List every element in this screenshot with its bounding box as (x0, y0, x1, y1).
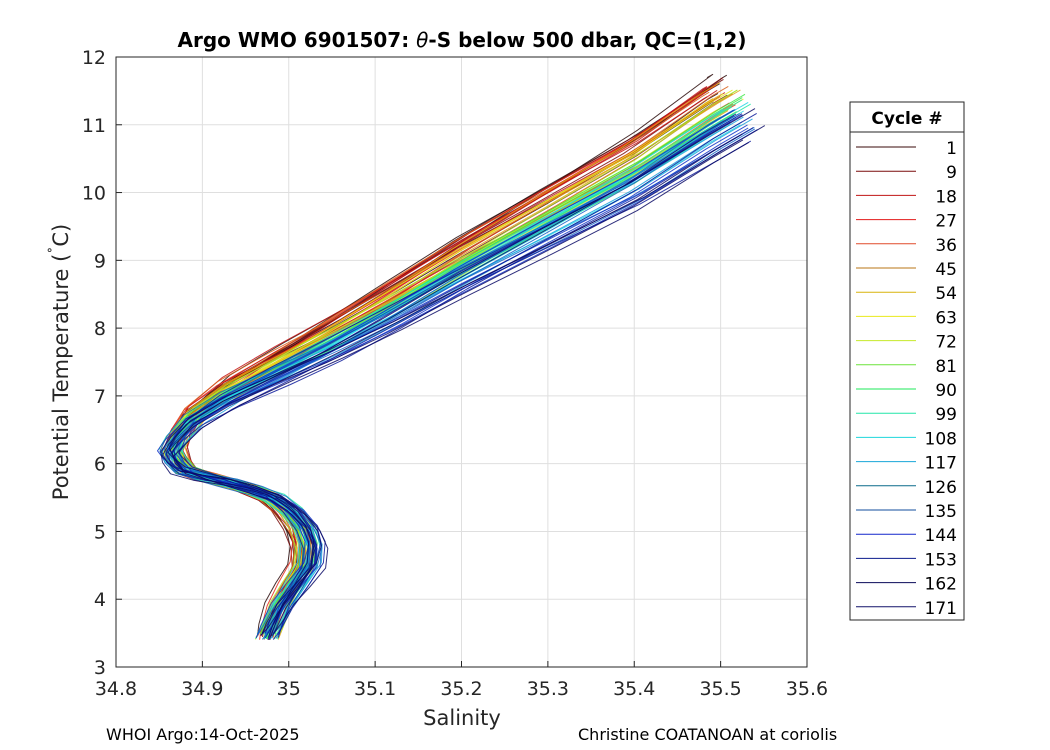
x-tick-label: 35.2 (440, 678, 482, 700)
legend-box (849, 101, 965, 621)
footer-credit-left: WHOI Argo:14-Oct-2025 (106, 725, 300, 744)
y-tick-label: 10 (82, 183, 106, 205)
y-tick-label: 4 (94, 589, 106, 611)
y-tick-label: 6 (94, 454, 106, 476)
theta-symbol: θ (416, 28, 428, 52)
legend-label: 171 (925, 599, 957, 619)
x-tick-label: 34.8 (95, 678, 137, 700)
legend-label: 117 (925, 454, 957, 474)
profile-line (165, 113, 743, 634)
legend-title: Cycle # (871, 109, 942, 129)
legend-label: 135 (925, 502, 957, 522)
profile-line (168, 127, 749, 640)
legend-label: 72 (935, 333, 957, 353)
legend-label: 153 (925, 550, 957, 570)
legend-label: 99 (935, 405, 957, 425)
axis-ticks: 34.8 34.9 35 35.1 35.2 35.3 35.4 35.5 35.6 3 4 5 6 7 8… (82, 47, 828, 700)
x-tick-label: 35.5 (699, 678, 741, 700)
legend-label: 81 (935, 357, 957, 377)
x-tick-label: 35.3 (527, 678, 569, 700)
y-tick-label: 3 (94, 657, 106, 679)
grid (116, 57, 807, 667)
x-tick-label: 35.6 (786, 678, 828, 700)
profile-line (160, 113, 737, 636)
y-tick-label: 7 (94, 386, 106, 408)
footer-credit-right: Christine COATANOAN at coriolis (578, 725, 838, 744)
profile-line (168, 108, 756, 640)
legend-label: 18 (935, 187, 957, 207)
y-tick-label: 8 (94, 318, 106, 340)
x-axis-label: Salinity (423, 706, 501, 730)
legend-label: 63 (935, 308, 957, 328)
legend-label: 90 (935, 381, 957, 401)
legend-label: 54 (935, 284, 957, 304)
profile-line (178, 140, 752, 638)
profile-line (165, 121, 731, 639)
y-tick-label: 12 (82, 47, 106, 69)
legend-label: 162 (925, 575, 957, 595)
profile-line (170, 93, 746, 640)
chart-title: Argo WMO 6901507: θ-S below 500 dbar, QC… (178, 28, 747, 52)
legend-entries: 1 9 18 27 36 45 54 63 72 81 90 99 108 117 126 135 144 153… (856, 139, 957, 619)
profile-line (161, 112, 757, 636)
profile-line (167, 125, 766, 638)
profile-line (168, 124, 748, 634)
profile-line (157, 114, 743, 639)
legend-label: 144 (925, 526, 957, 546)
profile-line (173, 127, 754, 640)
legend-label: 9 (946, 163, 957, 183)
y-tick-label: 9 (94, 250, 106, 272)
x-tick-label: 34.9 (181, 678, 223, 700)
legend-label: 126 (925, 478, 957, 498)
profile-line (171, 139, 744, 636)
legend-label: 45 (935, 260, 957, 280)
y-tick-label: 5 (94, 521, 106, 543)
legend: Cycle # 19182736455463728190991081171261… (849, 101, 965, 621)
profile-line (172, 141, 749, 634)
legend-label: 36 (935, 236, 957, 256)
x-tick-label: 35.1 (354, 678, 396, 700)
x-tick-label: 35.4 (613, 678, 655, 700)
x-tick-label: 35 (277, 678, 301, 700)
profiles (157, 73, 766, 641)
legend-label: 1 (946, 139, 957, 159)
legend-label: 27 (935, 212, 957, 232)
legend-label: 108 (925, 429, 957, 449)
degree-symbol: ˚ (47, 247, 64, 254)
y-tick-label: 11 (82, 115, 106, 137)
y-axis-label: Potential Temperature (˚C) (47, 224, 73, 500)
